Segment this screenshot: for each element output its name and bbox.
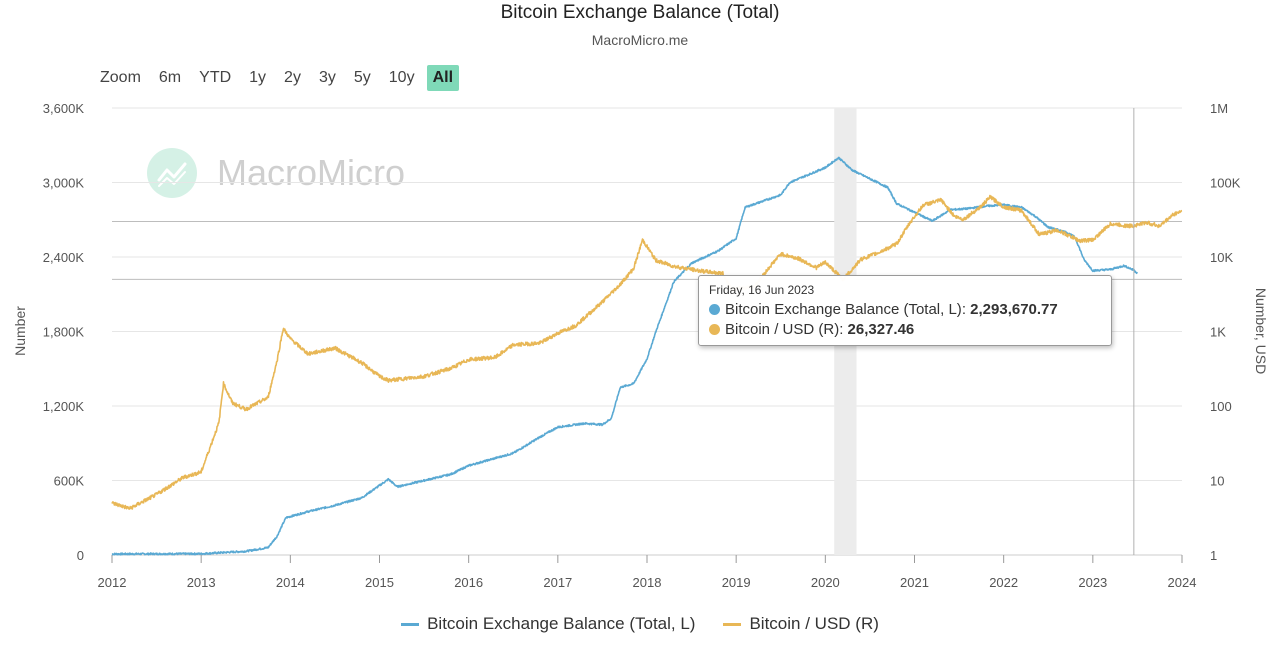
x-tick-label: 2021 — [900, 575, 929, 590]
legend-price-label: Bitcoin / USD (R) — [749, 614, 879, 633]
x-tick-label: 2020 — [811, 575, 840, 590]
zoom-6m-button[interactable]: 6m — [158, 69, 182, 86]
series-line-price — [111, 194, 1183, 510]
tooltip-row-price: Bitcoin / USD (R): 26,327.46 — [709, 320, 1101, 340]
series-line-balance — [111, 156, 1138, 556]
y-left-tick-label: 1,800K — [43, 325, 85, 340]
y-left-tick-label: 3,600K — [43, 101, 85, 116]
y-right-tick-label: 1K — [1210, 325, 1226, 340]
legend-balance-swatch-icon — [401, 622, 420, 626]
zoom-label: Zoom — [100, 69, 141, 86]
y-right-tick-label: 1 — [1210, 548, 1217, 563]
series-layer — [111, 156, 1183, 556]
y-right-tick-label: 100K — [1210, 176, 1241, 191]
zoom-ytd-button[interactable]: YTD — [199, 69, 232, 86]
legend-price-swatch-icon — [723, 622, 742, 626]
y-right-tick-label: 10 — [1210, 474, 1224, 489]
x-tick-label: 2018 — [633, 575, 662, 590]
y-right-tick-label: 10K — [1210, 250, 1233, 265]
x-tick-label: 2013 — [187, 575, 216, 590]
y-right-tick-label: 1M — [1210, 101, 1228, 116]
zoom-bar: Zoom 6m YTD 1y 2y 3y 5y 10y All — [100, 64, 465, 92]
tooltip-date: Friday, 16 Jun 2023 — [709, 283, 815, 297]
tooltip-balance-value: 2,293,670.77 — [970, 301, 1058, 318]
legend-item-price[interactable]: Bitcoin / USD (R) — [723, 614, 879, 634]
y-left-tick-label: 1,200K — [43, 399, 85, 414]
tooltip-price-dot-icon — [709, 324, 720, 335]
y-left-tick-label: 2,400K — [43, 250, 85, 265]
x-tick-label: 2012 — [98, 575, 127, 590]
x-tick-label: 2023 — [1078, 575, 1107, 590]
chart-subtitle: MacroMicro.me — [591, 32, 689, 48]
y-right-tick-label: 100 — [1210, 399, 1232, 414]
x-tick-label: 2015 — [365, 575, 394, 590]
legend: Bitcoin Exchange Balance (Total, L) Bitc… — [0, 614, 1280, 634]
tooltip-balance-name: Bitcoin Exchange Balance (Total, L) — [725, 301, 962, 318]
y-left-tick-label: 3,000K — [43, 176, 85, 191]
zoom-3y-button[interactable]: 3y — [318, 69, 336, 86]
watermark: MacroMicro — [147, 148, 405, 198]
zoom-10y-button[interactable]: 10y — [388, 69, 415, 86]
y-left-axis-title: Number — [12, 306, 28, 356]
x-tick-label: 2024 — [1168, 575, 1197, 590]
x-tick-label: 2016 — [454, 575, 483, 590]
zoom-all-button[interactable]: All — [426, 65, 460, 91]
tooltip-price-name: Bitcoin / USD (R) — [725, 321, 840, 338]
chart-title: Bitcoin Exchange Balance (Total) — [500, 2, 780, 23]
tooltip-row-balance: Bitcoin Exchange Balance (Total, L): 2,2… — [709, 300, 1101, 320]
legend-item-balance[interactable]: Bitcoin Exchange Balance (Total, L) — [401, 614, 695, 634]
zoom-5y-button[interactable]: 5y — [353, 69, 371, 86]
x-tick-label: 2019 — [722, 575, 751, 590]
x-tick-label: 2014 — [276, 575, 305, 590]
y-left-tick-label: 0 — [77, 548, 84, 563]
tooltip-balance-dot-icon — [709, 304, 720, 315]
watermark-text: MacroMicro — [217, 152, 406, 193]
y-right-axis-title: Number, USD — [1253, 288, 1269, 374]
tooltip-price-value: 26,327.46 — [847, 321, 915, 338]
tooltip: Friday, 16 Jun 2023 Bitcoin Exchange Bal… — [698, 275, 1112, 346]
y-left-tick-label: 600K — [54, 474, 85, 489]
x-tick-label: 2022 — [989, 575, 1018, 590]
zoom-2y-button[interactable]: 2y — [284, 69, 301, 86]
zoom-1y-button[interactable]: 1y — [249, 69, 267, 86]
macromicro-logo-icon — [147, 148, 197, 198]
legend-balance-label: Bitcoin Exchange Balance (Total, L) — [427, 614, 696, 633]
x-tick-label: 2017 — [543, 575, 572, 590]
